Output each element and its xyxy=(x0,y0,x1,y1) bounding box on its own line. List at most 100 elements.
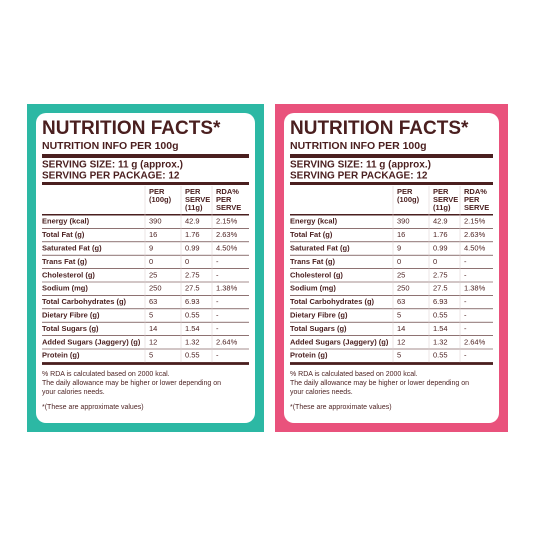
nutrient-name: Protein (g) xyxy=(42,351,80,360)
cell-value: 14 xyxy=(149,324,157,333)
cell-value: 25 xyxy=(397,270,405,279)
nutrition-panel: NUTRITION FACTS*NUTRITION INFO PER 100g S… xyxy=(275,104,508,432)
nutrient-name: Cholesterol (g) xyxy=(42,270,95,279)
nutrient-name: Saturated Fat (g) xyxy=(290,243,350,252)
cell-value: 42.9 xyxy=(185,217,200,226)
note: your calories needs. xyxy=(42,389,105,396)
cell-value: 1.76 xyxy=(433,230,448,239)
cell-value: 1.32 xyxy=(433,337,448,346)
cell-value: 5 xyxy=(397,351,401,360)
column-header: PER xyxy=(397,187,413,196)
cell-value: 2.63% xyxy=(464,230,486,239)
cell-value: 12 xyxy=(397,337,405,346)
cell-value: 63 xyxy=(149,297,157,306)
cell-value: 2.63% xyxy=(216,230,238,239)
cell-value: 1.32 xyxy=(185,337,200,346)
column-header: PER xyxy=(464,195,480,204)
cell-value: - xyxy=(464,270,467,279)
cell-value: 5 xyxy=(397,310,401,319)
note: The daily allowance may be higher or low… xyxy=(290,380,469,387)
cell-value: 0.55 xyxy=(185,310,200,319)
cell-value: 0 xyxy=(149,257,153,266)
label-title: NUTRITION FACTS* xyxy=(42,118,221,139)
note: The daily allowance may be higher or low… xyxy=(42,380,221,387)
column-header: (11g) xyxy=(185,203,203,212)
cell-value: - xyxy=(216,324,219,333)
nutrient-name: Total Fat (g) xyxy=(42,230,85,239)
cell-value: - xyxy=(464,351,467,360)
nutrient-name: Saturated Fat (g) xyxy=(42,243,102,252)
cell-value: 6.93 xyxy=(185,297,200,306)
column-header: (100g) xyxy=(149,195,172,204)
nutrient-name: Sodium (mg) xyxy=(42,284,88,293)
column-header: PER xyxy=(216,195,232,204)
cell-value: 250 xyxy=(149,284,162,293)
cell-value: 1.38% xyxy=(464,284,486,293)
cell-value: 0.55 xyxy=(433,351,448,360)
nutrient-name: Total Fat (g) xyxy=(290,230,333,239)
cell-value: 2.75 xyxy=(433,270,448,279)
nutrient-name: Protein (g) xyxy=(290,351,328,360)
cell-value: 1.54 xyxy=(185,324,200,333)
divider xyxy=(290,182,493,185)
cell-value: 0.99 xyxy=(185,243,200,252)
cell-value: - xyxy=(464,257,467,266)
column-header: PER xyxy=(185,187,201,196)
nutrient-name: Added Sugars (Jaggery) (g) xyxy=(42,337,141,346)
cell-value: 2.64% xyxy=(216,337,238,346)
cell-value: - xyxy=(464,297,467,306)
nutrient-name: Trans Fat (g) xyxy=(290,257,336,266)
cell-value: 63 xyxy=(397,297,405,306)
cell-value: - xyxy=(464,324,467,333)
note: % RDA is calculated based on 2000 kcal. xyxy=(42,371,170,378)
cell-value: 0 xyxy=(433,257,437,266)
cell-value: 25 xyxy=(149,270,157,279)
cell-value: 2.64% xyxy=(464,337,486,346)
cell-value: 5 xyxy=(149,351,153,360)
cell-value: 9 xyxy=(397,243,401,252)
serving-per-package: SERVING PER PACKAGE: 12 xyxy=(290,171,428,182)
nutrition-panel: NUTRITION FACTS*NUTRITION INFO PER 100g S… xyxy=(27,104,264,432)
nutrient-name: Total Sugars (g) xyxy=(42,324,99,333)
nutrient-name: Total Carbohydrates (g) xyxy=(42,297,127,306)
cell-value: 42.9 xyxy=(433,217,448,226)
column-header: (100g) xyxy=(397,195,420,204)
column-header: RDA% xyxy=(464,187,487,196)
nutrient-name: Total Sugars (g) xyxy=(290,324,347,333)
cell-value: 1.54 xyxy=(433,324,448,333)
cell-value: 0.55 xyxy=(185,351,200,360)
column-header: SERVE xyxy=(464,203,489,212)
cell-value: - xyxy=(216,270,219,279)
cell-value: 1.38% xyxy=(216,284,238,293)
cell-value: 27.5 xyxy=(433,284,448,293)
column-header: PER xyxy=(149,187,165,196)
label-subtitle: NUTRITION INFO PER 100g xyxy=(42,140,179,152)
cell-value: 6.93 xyxy=(433,297,448,306)
cell-value: 390 xyxy=(149,217,162,226)
nutrient-name: Dietary Fibre (g) xyxy=(290,310,348,319)
label-title: NUTRITION FACTS* xyxy=(290,118,469,139)
divider xyxy=(42,214,249,216)
cell-value: 2.15% xyxy=(464,217,486,226)
cell-value: 0.55 xyxy=(433,310,448,319)
divider xyxy=(290,214,493,216)
cell-value: 2.15% xyxy=(216,217,238,226)
cell-value: 0 xyxy=(185,257,189,266)
cell-value: - xyxy=(216,310,219,319)
cell-value: 5 xyxy=(149,310,153,319)
cell-value: 0 xyxy=(397,257,401,266)
column-header: SERVE xyxy=(216,203,241,212)
nutrient-name: Total Carbohydrates (g) xyxy=(290,297,375,306)
nutrient-name: Added Sugars (Jaggery) (g) xyxy=(290,337,389,346)
nutrient-name: Cholesterol (g) xyxy=(290,270,343,279)
cell-value: 16 xyxy=(397,230,405,239)
column-header: (11g) xyxy=(433,203,451,212)
cell-value: 16 xyxy=(149,230,157,239)
cell-value: 0.99 xyxy=(433,243,448,252)
nutrient-name: Dietary Fibre (g) xyxy=(42,310,100,319)
cell-value: - xyxy=(216,351,219,360)
label-subtitle: NUTRITION INFO PER 100g xyxy=(290,140,427,152)
divider xyxy=(42,154,249,158)
column-header: PER xyxy=(433,187,449,196)
cell-value: 27.5 xyxy=(185,284,200,293)
